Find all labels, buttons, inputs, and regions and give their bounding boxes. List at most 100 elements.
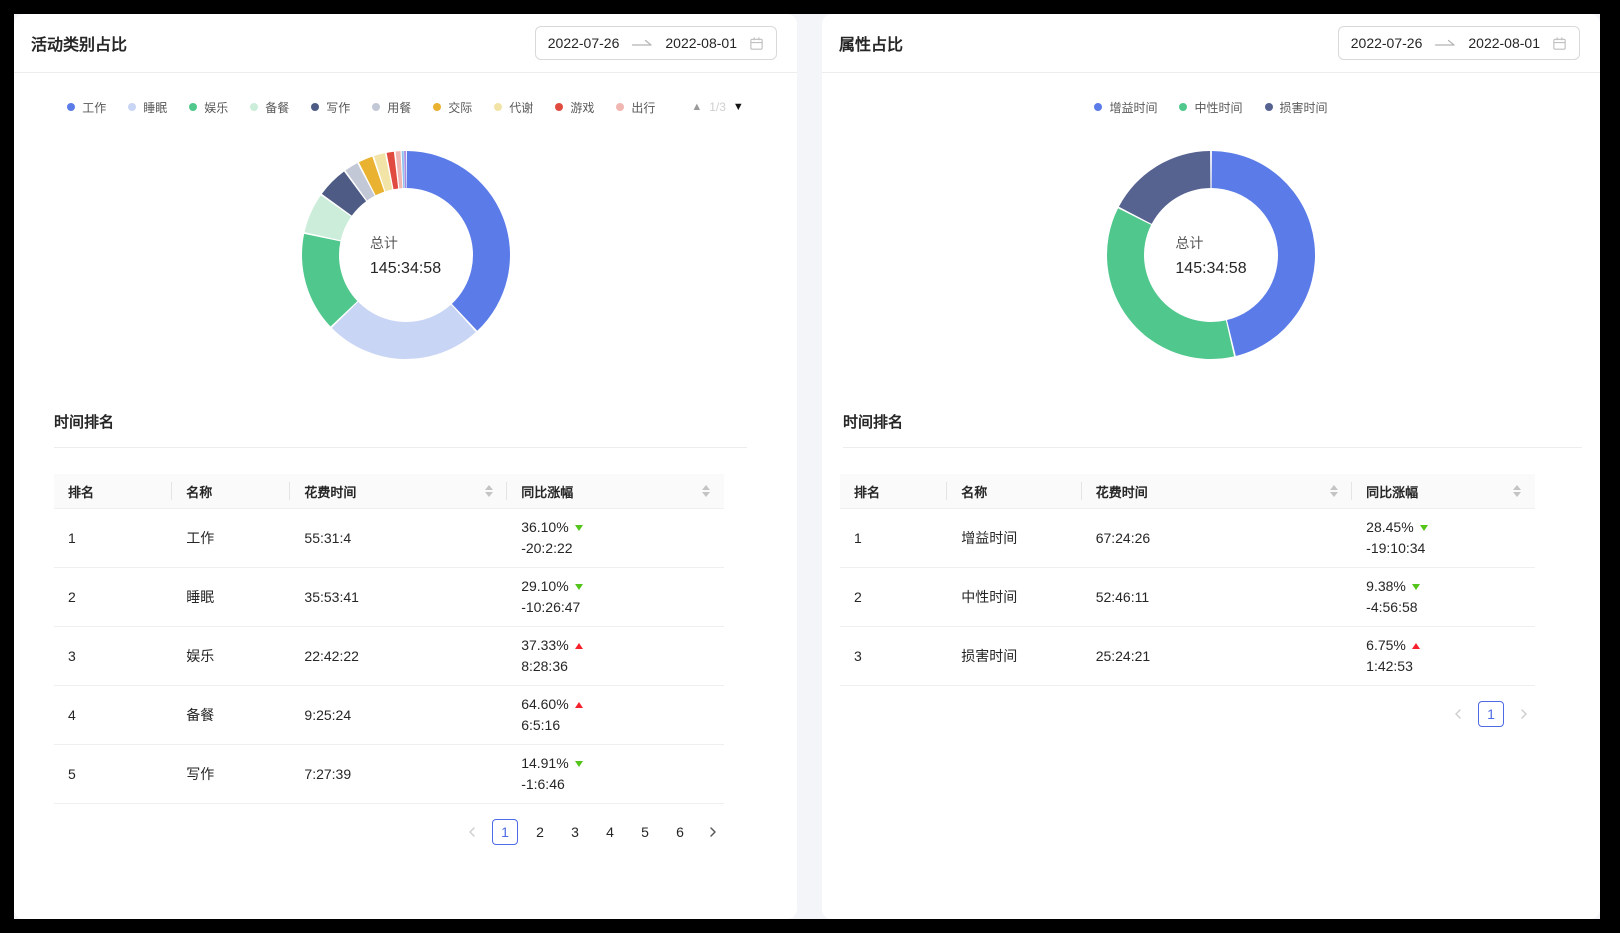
- panel-header: 活动类别占比 2022-07-26 2022-08-01: [14, 14, 797, 73]
- swap-right-icon: [1435, 39, 1456, 46]
- change-delta: -4:56:58: [1366, 599, 1418, 615]
- column-header: 同比涨幅: [1352, 474, 1535, 509]
- divider: [54, 447, 747, 448]
- time-cell: 35:53:41: [290, 567, 508, 627]
- legend-item[interactable]: 交际: [433, 99, 472, 116]
- name-cell: 增益时间: [947, 508, 1082, 568]
- sort-button[interactable]: [702, 485, 710, 497]
- time-cell: 52:46:11: [1081, 567, 1353, 627]
- swap-right-icon: [632, 39, 653, 46]
- legend-dot-icon: [1179, 103, 1188, 111]
- donut-slice-游戏[interactable]: [386, 151, 398, 190]
- name-cell: 损害时间: [947, 626, 1082, 686]
- legend-item[interactable]: 游戏: [555, 99, 594, 116]
- sort-caret-up-icon: [485, 485, 494, 490]
- legend-item[interactable]: 工作: [67, 99, 106, 116]
- change-delta: 8:28:36: [521, 658, 568, 674]
- legend-item[interactable]: 代谢: [494, 99, 533, 116]
- legend-item[interactable]: 娱乐: [189, 99, 228, 116]
- rank-cell: 2: [840, 567, 948, 627]
- legend-item[interactable]: 增益时间: [1094, 99, 1157, 116]
- change-percent-value: 64.60%: [521, 696, 569, 712]
- date-range-picker[interactable]: 2022-07-26 2022-08-01: [1337, 26, 1580, 60]
- change-cell: 37.33% 8:28:36: [507, 626, 724, 686]
- change-cell: 14.91% -1:6:46: [507, 744, 724, 804]
- pagination-next-button[interactable]: [702, 819, 724, 845]
- pagination-page-2[interactable]: 2: [536, 824, 544, 840]
- legend-item-label: 增益时间: [1109, 100, 1158, 115]
- donut-slice-其他1[interactable]: [401, 151, 405, 189]
- change-percent: 37.33%: [521, 635, 712, 656]
- pagination-page-1[interactable]: 1: [1478, 701, 1504, 727]
- donut-slice-中性时间[interactable]: [1106, 208, 1235, 360]
- date-range-picker[interactable]: 2022-07-26 2022-08-01: [534, 26, 777, 60]
- legend-dot-icon: [128, 103, 137, 111]
- legend-item[interactable]: 中性时间: [1179, 99, 1243, 116]
- legend-item-label: 出行: [631, 100, 656, 115]
- pagination-next-button: [1513, 701, 1535, 727]
- legend-pager: ▲ 1/3 ▼: [691, 100, 743, 114]
- change-cell: 29.10% -10:26:47: [507, 567, 724, 627]
- pagination-page-6[interactable]: 6: [676, 824, 684, 840]
- donut-slice-睡眠[interactable]: [331, 301, 476, 359]
- pagination-page-4[interactable]: 4: [606, 824, 614, 840]
- sort-caret-up-icon: [1513, 485, 1521, 490]
- time-cell: 7:27:39: [290, 744, 508, 804]
- legend-item-label: 娱乐: [204, 100, 229, 115]
- column-header: 名称: [947, 474, 1083, 509]
- legend-dot-icon: [555, 103, 564, 111]
- legend-item[interactable]: 睡眠: [128, 99, 167, 116]
- table-row: 4 备餐 9:25:24 64.60% 6:5:16: [54, 685, 724, 745]
- sort-button[interactable]: [1513, 485, 1521, 497]
- change-delta: -19:10:34: [1366, 540, 1426, 556]
- legend-dot-icon: [616, 103, 625, 111]
- column-header-label: 同比涨幅: [521, 484, 574, 500]
- column-header-label: 花费时间: [1095, 484, 1148, 500]
- table-row: 3 娱乐 22:42:22 37.33% 8:28:36: [54, 626, 724, 686]
- donut-slice-用餐[interactable]: [345, 163, 375, 201]
- sort-button[interactable]: [1330, 485, 1339, 497]
- change-percent: 9.38%: [1366, 576, 1523, 597]
- sort-button[interactable]: [485, 485, 494, 497]
- change-percent-value: 14.91%: [521, 755, 569, 771]
- legend-item[interactable]: 备餐: [250, 99, 289, 116]
- donut-slice-交际[interactable]: [358, 156, 384, 196]
- column-header: 花费时间: [1081, 474, 1353, 509]
- pagination-prev-button: [461, 819, 483, 845]
- name-cell: 中性时间: [947, 567, 1082, 627]
- legend-dot-icon: [433, 103, 442, 111]
- donut-slice-工作[interactable]: [406, 151, 510, 331]
- donut-slice-娱乐[interactable]: [301, 233, 357, 327]
- donut-slice-出行[interactable]: [395, 151, 402, 189]
- pagination-page-3[interactable]: 3: [571, 824, 579, 840]
- legend-item[interactable]: 损害时间: [1264, 99, 1328, 116]
- legend-dot-icon: [189, 103, 198, 111]
- donut-slice-增益时间[interactable]: [1211, 151, 1316, 356]
- page-title: 活动类别占比: [31, 37, 128, 54]
- donut-slice-代谢[interactable]: [373, 153, 392, 192]
- legend-item[interactable]: 写作: [311, 99, 350, 116]
- pagination-page-1[interactable]: 1: [492, 819, 518, 845]
- sort-caret-down-icon: [1513, 492, 1521, 497]
- legend-next-icon[interactable]: ▼: [732, 101, 744, 113]
- donut-slice-损害时间[interactable]: [1118, 151, 1211, 224]
- rank-cell: 5: [54, 744, 173, 804]
- column-header: 花费时间: [290, 474, 508, 509]
- table-row: 2 中性时间 52:46:11 9.38% -4:56:58: [840, 567, 1535, 627]
- legend-prev-icon[interactable]: ▲: [691, 101, 703, 113]
- legend-item-label: 睡眠: [143, 100, 168, 115]
- time-cell: 9:25:24: [290, 685, 508, 745]
- legend-item[interactable]: 出行: [616, 99, 655, 116]
- legend-item-label: 备餐: [265, 100, 290, 115]
- donut-slice-写作[interactable]: [321, 171, 366, 216]
- change-cell: 64.60% 6:5:16: [507, 685, 724, 745]
- date-start-value: 2022-07-26: [547, 35, 620, 51]
- name-cell: 备餐: [172, 685, 291, 745]
- table-row: 1 工作 55:31:4 36.10% -20:2:22: [54, 508, 724, 568]
- legend-item-label: 用餐: [387, 100, 412, 115]
- pagination-page-5[interactable]: 5: [641, 824, 649, 840]
- donut-slice-备餐[interactable]: [304, 195, 351, 241]
- donut-slice-其他2[interactable]: [403, 151, 406, 189]
- legend-item[interactable]: 用餐: [372, 99, 411, 116]
- legend-dot-icon: [372, 103, 381, 111]
